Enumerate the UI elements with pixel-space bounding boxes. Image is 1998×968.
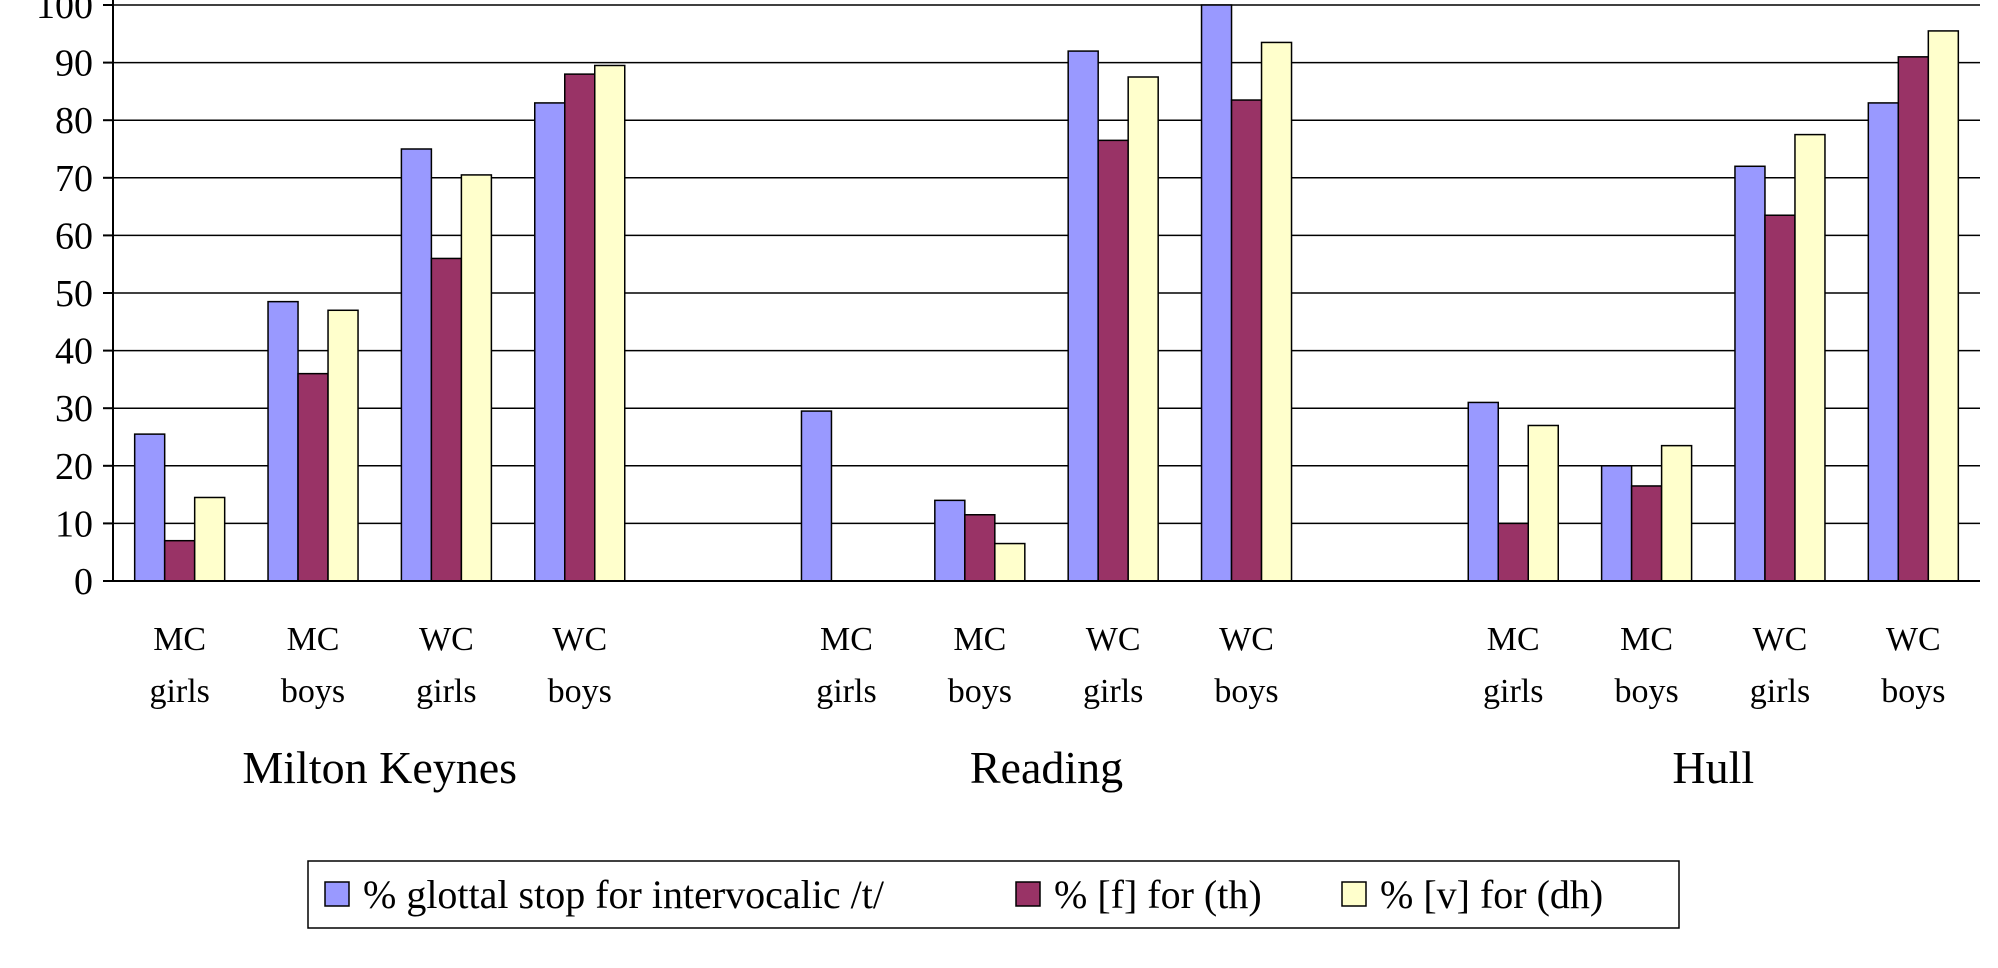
bar — [133, 433, 166, 582]
bar — [297, 372, 329, 582]
category-label-line1: WC — [1219, 621, 1274, 658]
bar — [534, 102, 566, 582]
bar — [1660, 444, 1693, 582]
bar — [327, 309, 359, 582]
category-label-line1: MC — [153, 621, 206, 658]
y-tick-label: 90 — [55, 43, 93, 85]
bar — [1897, 56, 1930, 582]
category-label-line1: WC — [1753, 621, 1808, 658]
y-tick-label: 40 — [55, 331, 93, 373]
category-label-line2: boys — [1881, 673, 1945, 710]
legend-label: % [f] for (th) — [1054, 872, 1262, 917]
y-tick-label: 60 — [55, 215, 93, 257]
category-label-line2: boys — [1214, 673, 1278, 710]
legend: % glottal stop for intervocalic /t/ % [f]… — [307, 860, 1680, 929]
bar — [163, 539, 196, 582]
legend-label: % glottal stop for intervocalic /t/ — [363, 872, 885, 917]
category-label-line2: girls — [1750, 673, 1810, 710]
legend-swatch — [1341, 881, 1367, 907]
bar — [594, 64, 626, 582]
category-label-line1: MC — [287, 621, 340, 658]
category-label-line1: WC — [1886, 621, 1941, 658]
y-tick-label: 30 — [55, 388, 93, 430]
category-label-line2: boys — [1614, 673, 1678, 710]
bar — [1097, 139, 1129, 582]
category-label-line2: boys — [948, 673, 1012, 710]
bar — [1764, 214, 1796, 582]
bar — [1467, 401, 1499, 582]
category-labels: MC girls MC boys WC girls WC boys MC girls MC boys W… — [149, 621, 1945, 710]
bar — [1067, 50, 1099, 582]
category-label-line1: WC — [419, 621, 474, 658]
y-tick-label: 10 — [55, 503, 93, 545]
y-axis-tick-labels: 0 10 20 30 40 50 60 70 80 90 100 — [36, 0, 93, 603]
category-label-line1: WC — [552, 621, 607, 658]
bar — [1600, 465, 1633, 582]
bar — [430, 257, 463, 582]
bar — [400, 148, 433, 582]
y-tick-label: 50 — [55, 273, 93, 315]
bar — [1200, 4, 1233, 582]
bar — [1630, 485, 1663, 582]
bar — [1867, 102, 1900, 582]
category-label-line2: boys — [548, 673, 612, 710]
y-tick-label: 100 — [36, 0, 93, 27]
bar — [1527, 424, 1559, 582]
group-label: Hull — [1672, 742, 1754, 793]
bar — [460, 174, 493, 582]
bar — [267, 300, 299, 582]
category-label-line1: MC — [1620, 621, 1673, 658]
bar — [800, 410, 833, 582]
category-label-line1: MC — [1487, 621, 1540, 658]
bar — [1734, 165, 1766, 582]
category-label-line2: girls — [1083, 673, 1143, 710]
axes — [103, 0, 1980, 582]
category-label-line2: boys — [281, 673, 345, 710]
gridlines — [113, 4, 1980, 525]
y-tick-label: 70 — [55, 158, 93, 200]
legend-label: % [v] for (dh) — [1380, 872, 1603, 917]
bar — [1260, 41, 1293, 582]
bar — [193, 496, 226, 582]
y-tick-label: 0 — [74, 561, 93, 603]
bar — [994, 542, 1026, 582]
y-tick-label: 20 — [55, 446, 93, 488]
category-label-line2: girls — [149, 673, 209, 710]
bar — [1927, 30, 1960, 582]
bar — [564, 73, 596, 582]
bar — [1497, 522, 1529, 582]
category-label-line1: MC — [820, 621, 873, 658]
category-label-line2: girls — [416, 673, 476, 710]
category-label-line1: WC — [1086, 621, 1141, 658]
category-label-line1: MC — [953, 621, 1006, 658]
bar — [934, 499, 966, 582]
bar — [1127, 76, 1159, 582]
group-labels: Milton Keynes Reading Hull — [242, 742, 1754, 793]
bar — [1230, 99, 1263, 582]
y-tick-label: 80 — [55, 100, 93, 142]
category-label-line2: girls — [1483, 673, 1543, 710]
bars — [133, 4, 1960, 582]
legend-swatch — [324, 881, 350, 907]
group-label: Reading — [970, 742, 1123, 793]
group-label: Milton Keynes — [242, 742, 517, 793]
bar — [1794, 133, 1826, 582]
legend-box — [307, 860, 1680, 929]
bar — [964, 514, 996, 582]
legend-swatch — [1015, 881, 1041, 907]
category-label-line2: girls — [816, 673, 876, 710]
